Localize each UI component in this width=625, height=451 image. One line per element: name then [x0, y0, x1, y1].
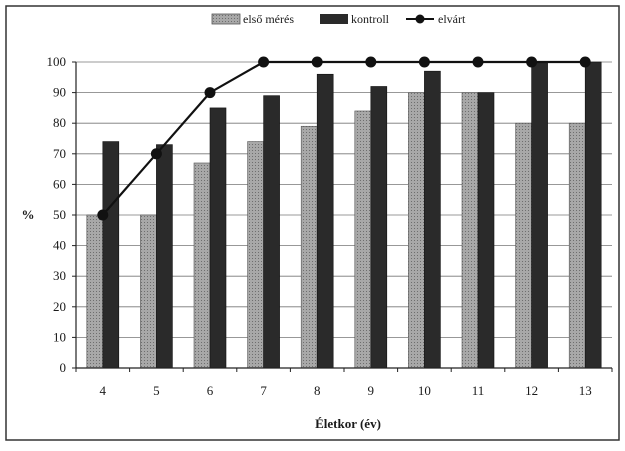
- x-tick-label: 7: [260, 383, 267, 398]
- expected-point: [472, 56, 484, 68]
- bar-first-measurement: [408, 92, 425, 369]
- legend-label-expected: elvárt: [438, 12, 466, 26]
- y-tick-label: 30: [53, 268, 66, 283]
- bar-control: [263, 95, 280, 369]
- bars-group: [86, 61, 602, 369]
- bar-control: [584, 61, 602, 369]
- legend-swatch-control: [320, 14, 348, 24]
- y-axis-title: %: [22, 207, 35, 222]
- legend: első mérés kontroll elvárt: [211, 12, 466, 26]
- legend-label-first-measurement: első mérés: [243, 12, 294, 26]
- y-tick-label: 90: [53, 85, 66, 100]
- bar-first-measurement: [515, 122, 532, 369]
- x-tick-label: 5: [153, 383, 160, 398]
- legend-marker-expected: [415, 14, 425, 24]
- bar-first-measurement: [300, 125, 318, 369]
- x-tick-label: 12: [525, 383, 538, 398]
- x-tick-label: 13: [579, 383, 592, 398]
- expected-point: [579, 56, 591, 68]
- bar-control: [424, 70, 441, 369]
- y-tick-label: 0: [60, 360, 67, 375]
- bar-control: [477, 92, 495, 369]
- y-tick-label: 50: [53, 207, 66, 222]
- bar-first-measurement: [247, 141, 264, 369]
- expected-line: [101, 60, 586, 216]
- bar-first-measurement: [140, 214, 157, 369]
- expected-point: [150, 148, 162, 160]
- expected-point: [418, 56, 430, 68]
- bar-first-measurement: [461, 92, 479, 369]
- bar-control: [370, 86, 388, 369]
- bar-first-measurement: [354, 110, 372, 369]
- y-tick-label: 10: [53, 329, 66, 344]
- x-tick-label: 4: [100, 383, 107, 398]
- expected-point: [311, 56, 323, 68]
- bar-control: [209, 107, 227, 369]
- y-tick-labels: 0 10 20 30 40 50 60 70 80 90 100: [47, 54, 76, 375]
- expected-point: [258, 56, 270, 68]
- bar-control: [316, 73, 334, 369]
- expected-point: [365, 56, 377, 68]
- y-tick-label: 20: [53, 299, 66, 314]
- bar-first-measurement: [193, 162, 211, 369]
- x-tick-label: 9: [368, 383, 375, 398]
- x-axis-title: Életkor (év): [315, 416, 381, 431]
- expected-line-group: [97, 56, 591, 221]
- bar-control: [102, 141, 120, 369]
- y-tick-label: 70: [53, 146, 66, 161]
- expected-point: [526, 56, 538, 68]
- y-tick-label: 100: [47, 54, 67, 69]
- x-tick-label: 11: [472, 383, 485, 398]
- y-tick-label: 80: [53, 115, 66, 130]
- legend-swatch-first-measurement: [211, 13, 241, 25]
- bar-control: [156, 144, 173, 369]
- y-tick-label: 60: [53, 176, 66, 191]
- bar-first-measurement: [568, 122, 586, 369]
- x-tick-label: 10: [418, 383, 431, 398]
- bar-first-measurement: [86, 214, 104, 369]
- y-tick-label: 40: [53, 238, 66, 253]
- x-tick-label: 6: [207, 383, 214, 398]
- bar-control: [531, 61, 548, 369]
- legend-label-control: kontroll: [351, 12, 390, 26]
- x-tick-labels: 4 5 6 7 8 9 10 11 12 13: [75, 368, 613, 398]
- expected-point: [97, 209, 109, 221]
- expected-point: [204, 87, 216, 99]
- x-tick-label: 8: [314, 383, 321, 398]
